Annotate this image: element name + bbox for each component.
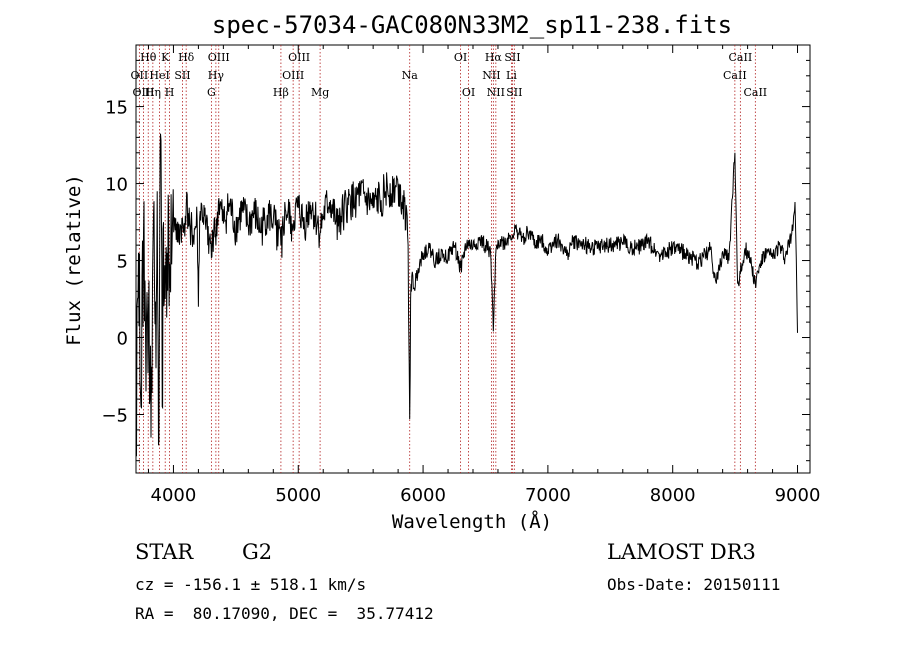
spectral-line-label: CaII — [743, 86, 767, 99]
survey-name: LAMOST DR3 — [607, 540, 756, 564]
spectral-line-label: Hθ — [140, 51, 157, 64]
spectral-line-label: HeI — [149, 69, 169, 82]
spectral-line-label: Hγ — [208, 69, 225, 82]
spectral-line-label: OIII — [288, 51, 310, 64]
spectral-line-label: Hβ — [273, 86, 289, 99]
spectral-line-label: CaII — [729, 51, 753, 64]
y-tick-label: 5 — [117, 252, 128, 273]
object-type: STAR — [135, 540, 194, 564]
x-axis-ticks: 4000 5000 6000 7000 8000 9000 — [147, 45, 821, 506]
spectral-line-label: Mg — [311, 86, 329, 99]
spectral-line-label: SII — [506, 86, 522, 99]
chart-title: spec-57034-GAC080N33M2_sp11-238.fits — [212, 11, 732, 39]
spectral-line-label: Hη — [145, 86, 161, 99]
y-axis-ticks: −5 0 5 10 15 — [101, 59, 810, 462]
x-tick-label: 9000 — [775, 485, 821, 506]
spectral-line-label: K — [161, 51, 170, 64]
redshift-readout: cz = -156.1 ± 518.1 km/s — [135, 575, 367, 594]
x-tick-label: 6000 — [400, 485, 446, 506]
spectral-line-label: G — [207, 86, 216, 99]
spectral-line-label: NII — [487, 86, 505, 99]
spectral-line-label: Na — [402, 69, 419, 82]
spectral-line-label: SII — [504, 51, 520, 64]
obs-date: Obs-Date: 20150111 — [607, 575, 781, 594]
spectral-line-label: OIII — [132, 86, 154, 99]
spectral-line-label: OI — [454, 51, 467, 64]
spectral-line-label: CaII — [723, 69, 747, 82]
y-tick-label: 15 — [105, 98, 128, 119]
spectral-line-label: Hδ — [178, 51, 195, 64]
y-axis-label: Flux (relative) — [63, 174, 85, 346]
spectral-line-label: OIII — [282, 69, 304, 82]
coordinates: RA = 80.17090, DEC = 35.77412 — [135, 604, 434, 623]
spectral-line-label: Hα — [485, 51, 503, 64]
spectral-line-label: SII — [174, 69, 190, 82]
spectrum-line — [135, 133, 798, 457]
plot-frame — [135, 44, 811, 474]
spectral-line-label: Li — [506, 69, 517, 82]
spectral-line-label: NII — [482, 69, 500, 82]
y-tick-label: −5 — [101, 405, 128, 426]
y-tick-label: 10 — [105, 175, 128, 196]
x-tick-label: 8000 — [650, 485, 696, 506]
spectral-line-label: H — [165, 86, 175, 99]
y-tick-label: 0 — [117, 329, 128, 350]
subclass: G2 — [242, 540, 273, 564]
x-tick-label: 4000 — [151, 485, 197, 506]
spectral-line-label: OIII — [208, 51, 230, 64]
x-tick-label: 7000 — [525, 485, 571, 506]
x-axis-label: Wavelength (Å) — [392, 510, 552, 533]
spectral-line-markers — [138, 45, 756, 473]
spectral-line-label: OI — [462, 86, 475, 99]
x-tick-label: 5000 — [275, 485, 321, 506]
